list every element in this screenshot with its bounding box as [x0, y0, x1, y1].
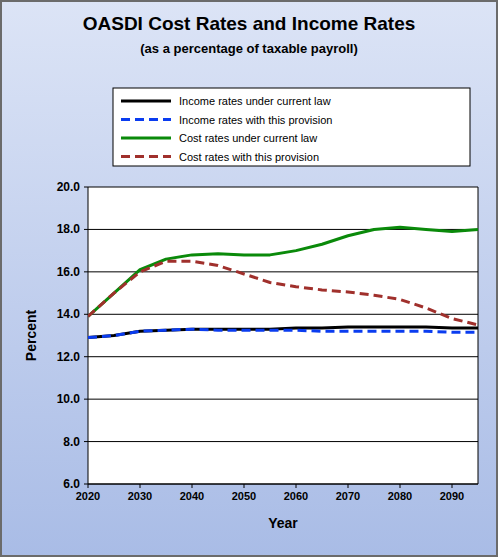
x-tick — [140, 484, 141, 488]
legend-box — [113, 88, 470, 166]
legend-label: Cost rates with this provision — [179, 151, 319, 163]
series-line — [88, 261, 478, 325]
series-line — [88, 327, 478, 338]
x-tick-label: 2060 — [284, 490, 308, 502]
y-tick-label: 10.0 — [57, 392, 81, 406]
y-tick-label: 18.0 — [57, 222, 81, 236]
x-tick-label: 2080 — [388, 490, 412, 502]
grid-line — [88, 356, 478, 357]
y-tick-label: 6.0 — [63, 477, 80, 491]
x-tick — [296, 484, 297, 488]
legend-label: Cost rates under current law — [179, 132, 317, 144]
y-tick — [84, 441, 88, 442]
series-line — [88, 227, 478, 316]
y-tick — [84, 484, 88, 485]
x-tick-label: 2020 — [76, 490, 100, 502]
legend-swatch — [121, 118, 171, 121]
y-tick-label: 16.0 — [57, 265, 81, 279]
legend-swatch — [121, 155, 171, 158]
plot-area — [88, 187, 478, 484]
x-tick-label: 2040 — [180, 490, 204, 502]
legend-label: Income rates with this provision — [179, 114, 332, 126]
x-tick — [192, 484, 193, 488]
legend-swatch — [121, 137, 171, 140]
plot-frame-right — [478, 187, 479, 484]
chart: OASDI Cost Rates and Income Rates (as a p… — [0, 0, 498, 557]
x-tick-label: 2050 — [232, 490, 256, 502]
y-tick — [84, 399, 88, 400]
legend-swatch — [121, 100, 171, 103]
y-tick-label: 12.0 — [57, 350, 81, 364]
x-tick — [348, 484, 349, 488]
y-tick-label: 8.0 — [63, 435, 80, 449]
y-tick — [84, 187, 88, 188]
grid-line — [88, 314, 478, 315]
legend-label: Income rates under current law — [179, 95, 331, 107]
y-axis-label: Percent — [23, 309, 39, 361]
y-tick — [84, 271, 88, 272]
series-line — [88, 329, 478, 337]
x-tick — [244, 484, 245, 488]
x-tick-label: 2070 — [336, 490, 360, 502]
subtitle: (as a percentage of taxable payroll) — [140, 41, 357, 56]
x-tick — [452, 484, 453, 488]
x-axis-label: Year — [268, 515, 298, 531]
y-tick-label: 20.0 — [57, 180, 81, 194]
series-group — [88, 227, 478, 337]
x-tick — [88, 484, 89, 488]
y-axis — [88, 187, 89, 484]
x-tick — [400, 484, 401, 488]
title: OASDI Cost Rates and Income Rates — [83, 13, 416, 34]
grid-line — [88, 441, 478, 442]
grid-line — [88, 187, 478, 188]
grid-line — [88, 271, 478, 272]
x-tick-label: 2030 — [128, 490, 152, 502]
x-axis — [88, 484, 478, 485]
y-tick — [84, 229, 88, 230]
grid-line — [88, 484, 478, 485]
y-tick — [84, 356, 88, 357]
grid-line — [88, 399, 478, 400]
x-tick-label: 2090 — [440, 490, 464, 502]
background — [1, 1, 497, 556]
y-tick — [84, 314, 88, 315]
y-tick-label: 14.0 — [57, 307, 81, 321]
